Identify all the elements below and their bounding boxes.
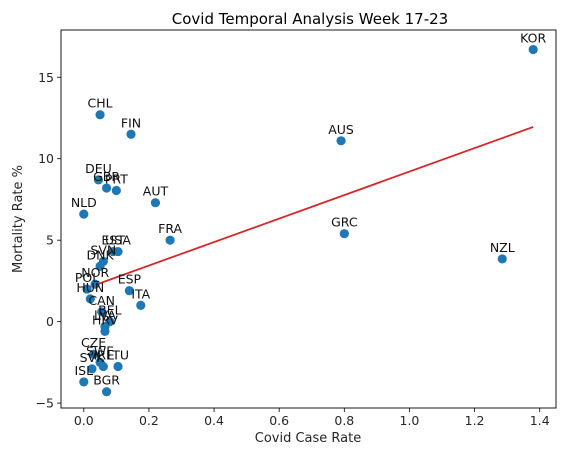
y-tick-label: 0: [46, 314, 54, 329]
data-point-label: ESP: [118, 272, 142, 287]
x-tick-label: 1.4: [530, 413, 550, 428]
y-tick-label: 10: [38, 151, 54, 166]
data-point-label: POL: [75, 270, 99, 285]
data-point: [79, 209, 89, 219]
x-tick-label: 0.2: [139, 413, 159, 428]
y-axis-label: Mortality Rate %: [11, 165, 26, 273]
data-point: [101, 183, 112, 193]
data-point-label: PRT: [105, 171, 128, 186]
chart-title: Covid Temporal Analysis Week 17-23: [172, 10, 448, 28]
x-tick-label: 1.2: [465, 413, 485, 428]
data-point: [150, 198, 161, 208]
data-point-label: HUN: [76, 280, 104, 295]
data-point: [101, 387, 112, 397]
data-point-label: LTU: [107, 347, 129, 362]
data-point: [90, 279, 100, 289]
data-point: [336, 136, 346, 146]
data-point-label: CZE: [81, 335, 106, 350]
data-point: [95, 110, 105, 120]
data-point: [93, 175, 104, 185]
x-tick-label: 0.0: [74, 413, 94, 428]
data-point-label: SWE: [86, 343, 114, 358]
data-point-label: ITA: [131, 286, 150, 301]
data-point-label: FIN: [121, 115, 141, 130]
data-point-label: KOR: [520, 31, 546, 46]
data-point-label: FRA: [158, 221, 182, 236]
data-point-label: NOR: [81, 265, 109, 280]
data-point: [88, 349, 99, 359]
data-point: [339, 229, 349, 239]
data-point-label: DNK: [86, 247, 114, 262]
x-axis: 0.0 0.2 0.4 0.6 0.8 1.0 1.2 1.4: [74, 408, 550, 428]
data-point-label: CAN: [88, 293, 115, 308]
data-point: [85, 294, 95, 304]
data-point-label: USA: [105, 233, 131, 248]
data-point-label: GRC: [331, 215, 358, 230]
data-point-label: EST: [101, 233, 125, 248]
data-point-label: LVA: [94, 308, 116, 323]
data-point-label: BEL: [98, 303, 121, 318]
data-point: [111, 185, 121, 196]
y-axis: −5 0 5 10 15: [36, 70, 61, 411]
data-point: [95, 261, 105, 271]
x-tick-label: 0.4: [204, 413, 224, 428]
data-point-label: GBR: [93, 169, 120, 184]
data-point: [528, 44, 538, 55]
data-point-label: DEU: [85, 161, 112, 176]
data-point-label: NZL: [490, 240, 515, 255]
data-point: [497, 254, 507, 264]
data-point-label: AUS: [328, 122, 354, 137]
data-point: [136, 300, 146, 310]
data-point-label: NLD: [71, 195, 97, 210]
x-tick-label: 0.6: [269, 413, 289, 428]
data-point-label: ISL: [74, 363, 93, 378]
data-point: [100, 326, 110, 337]
data-point-label: IRL: [94, 347, 113, 362]
data-point: [98, 361, 108, 372]
data-point: [124, 286, 134, 296]
y-tick-label: 15: [38, 70, 54, 85]
data-point: [82, 284, 92, 294]
x-tick-label: 1.0: [400, 413, 420, 428]
data-point: [79, 377, 89, 387]
data-point: [113, 246, 123, 257]
plot-frame: [60, 29, 557, 409]
data-point: [165, 235, 175, 245]
x-axis-label: Covid Case Rate: [255, 431, 361, 446]
y-tick-label: −5: [36, 396, 54, 411]
x-tick-label: 0.8: [334, 413, 354, 428]
y-tick-label: 5: [46, 233, 54, 248]
data-point: [87, 364, 97, 374]
data-point: [126, 129, 136, 139]
data-point-label: HRV: [92, 312, 118, 327]
data-point-label: BGR: [93, 373, 120, 388]
trend-line: [83, 126, 534, 290]
data-point-label: SVN: [90, 242, 116, 257]
data-point-label: AUT: [143, 184, 169, 199]
data-point-label: SVK: [80, 350, 105, 365]
data-point: [113, 361, 123, 372]
data-point-label: CHL: [88, 96, 113, 111]
data-point: [97, 307, 107, 317]
